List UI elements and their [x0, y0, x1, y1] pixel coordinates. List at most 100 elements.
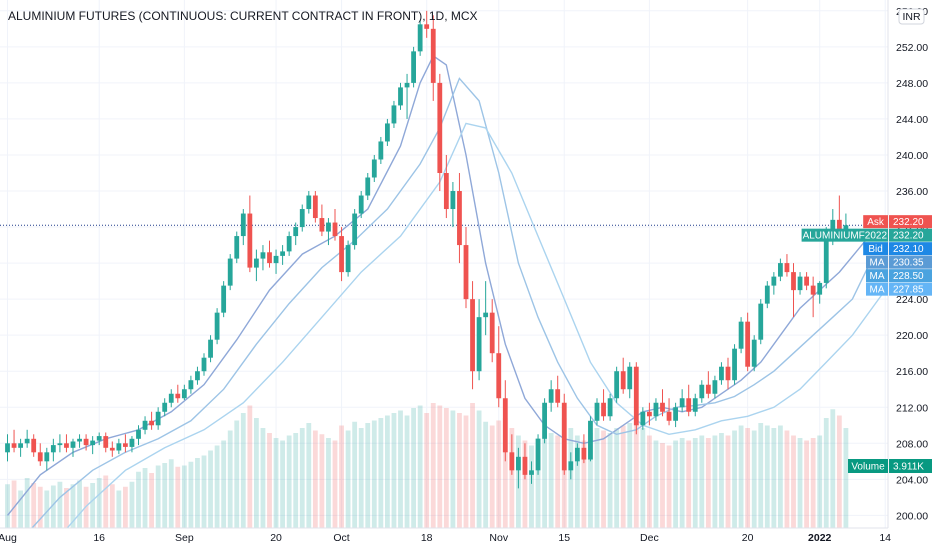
candle[interactable]: [443, 154, 449, 219]
candle[interactable]: [561, 393, 567, 475]
candle[interactable]: [732, 344, 737, 385]
candle[interactable]: [155, 407, 161, 430]
candle[interactable]: [149, 411, 154, 430]
candle[interactable]: [660, 389, 665, 417]
candle[interactable]: [712, 375, 718, 399]
candle[interactable]: [398, 82, 403, 110]
candle[interactable]: [5, 434, 10, 462]
candle[interactable]: [522, 443, 528, 480]
candle[interactable]: [633, 362, 639, 435]
candle[interactable]: [804, 272, 809, 291]
candle[interactable]: [784, 254, 790, 277]
candle[interactable]: [404, 73, 410, 119]
candle[interactable]: [620, 357, 626, 394]
candle[interactable]: [299, 204, 305, 232]
candle[interactable]: [378, 136, 384, 164]
candle[interactable]: [208, 335, 213, 363]
candle[interactable]: [568, 452, 574, 480]
candle[interactable]: [542, 398, 547, 444]
candle[interactable]: [365, 172, 371, 201]
candle[interactable]: [719, 362, 724, 385]
candle[interactable]: [109, 441, 115, 457]
candle[interactable]: [50, 438, 56, 462]
candle[interactable]: [411, 46, 416, 88]
candle[interactable]: [57, 434, 63, 453]
currency-badge[interactable]: INR: [898, 8, 925, 25]
candle[interactable]: [312, 191, 318, 223]
candle[interactable]: [738, 317, 744, 354]
candle[interactable]: [437, 73, 443, 192]
candle[interactable]: [234, 231, 240, 264]
candle[interactable]: [136, 425, 141, 446]
candle[interactable]: [201, 353, 207, 376]
candle[interactable]: [83, 434, 89, 451]
candle[interactable]: [705, 371, 711, 399]
candle[interactable]: [450, 182, 456, 228]
candle[interactable]: [77, 434, 82, 448]
candle[interactable]: [214, 308, 220, 345]
candle[interactable]: [692, 393, 698, 417]
candle[interactable]: [385, 118, 390, 146]
candle[interactable]: [339, 227, 344, 282]
candle[interactable]: [470, 281, 475, 390]
candle[interactable]: [345, 240, 351, 277]
candle[interactable]: [168, 389, 174, 408]
candle[interactable]: [627, 362, 633, 399]
candle[interactable]: [574, 443, 580, 466]
candle[interactable]: [280, 245, 285, 265]
candle[interactable]: [24, 429, 30, 448]
candle[interactable]: [188, 375, 194, 394]
candle[interactable]: [791, 263, 796, 318]
candle[interactable]: [817, 281, 823, 304]
candle[interactable]: [142, 416, 148, 435]
candle[interactable]: [103, 432, 109, 453]
candle[interactable]: [162, 398, 168, 417]
candle[interactable]: [535, 434, 541, 475]
candle[interactable]: [686, 384, 692, 417]
candle[interactable]: [64, 434, 69, 453]
candle[interactable]: [424, 10, 430, 38]
candle[interactable]: [37, 443, 43, 466]
candle[interactable]: [90, 436, 96, 455]
candle[interactable]: [529, 461, 534, 484]
candle[interactable]: [509, 434, 515, 475]
candle[interactable]: [496, 326, 502, 408]
candle[interactable]: [810, 276, 816, 318]
candle[interactable]: [666, 398, 672, 426]
candle[interactable]: [273, 249, 279, 274]
candle[interactable]: [673, 402, 678, 428]
candle[interactable]: [607, 393, 613, 421]
candle[interactable]: [358, 191, 364, 219]
candle[interactable]: [751, 335, 757, 372]
candle[interactable]: [129, 436, 135, 453]
candle[interactable]: [758, 299, 764, 345]
candle[interactable]: [581, 434, 587, 464]
candle[interactable]: [11, 429, 17, 453]
candle[interactable]: [293, 222, 299, 246]
candle[interactable]: [588, 416, 593, 462]
candle[interactable]: [352, 209, 358, 250]
candle[interactable]: [306, 191, 312, 214]
candle[interactable]: [463, 227, 469, 309]
candle[interactable]: [44, 447, 50, 471]
candle[interactable]: [195, 366, 200, 385]
candle[interactable]: [286, 231, 292, 256]
candle[interactable]: [778, 258, 783, 282]
candle[interactable]: [797, 272, 803, 295]
candle[interactable]: [417, 19, 423, 56]
candle[interactable]: [725, 357, 731, 390]
candle[interactable]: [332, 209, 338, 241]
candle[interactable]: [221, 281, 227, 318]
candle[interactable]: [116, 438, 122, 455]
candle[interactable]: [267, 240, 272, 268]
candle[interactable]: [260, 245, 266, 271]
candle[interactable]: [764, 281, 770, 309]
candle[interactable]: [601, 389, 606, 421]
candle[interactable]: [653, 398, 659, 421]
candle[interactable]: [319, 204, 325, 237]
candle[interactable]: [555, 375, 561, 408]
candle[interactable]: [502, 380, 508, 462]
candle[interactable]: [240, 209, 246, 246]
candle[interactable]: [31, 434, 37, 457]
